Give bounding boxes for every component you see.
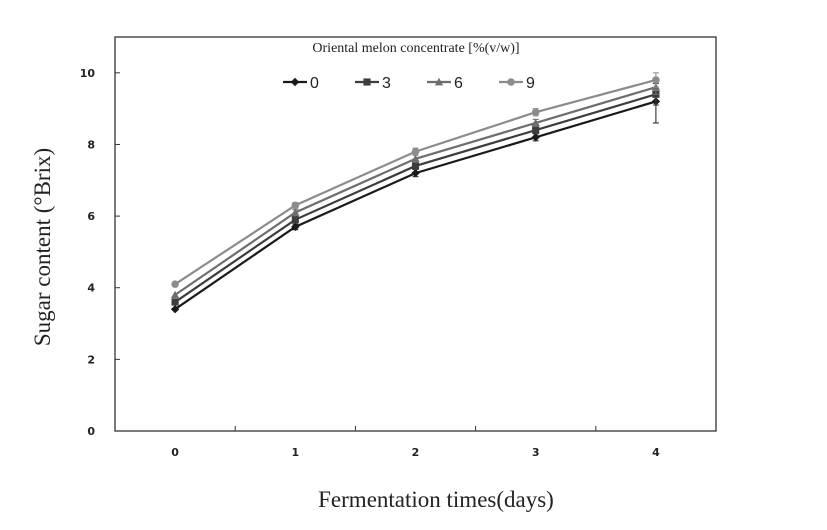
series-6 [170, 79, 661, 299]
data-point [411, 147, 420, 156]
data-point [291, 208, 300, 216]
x-tick-label: 2 [412, 446, 420, 459]
series-3 [171, 83, 660, 306]
x-tick-label: 0 [171, 446, 179, 459]
legend-item-3: 3 [355, 75, 391, 92]
x-tick-label: 3 [532, 446, 540, 459]
x-axis: 0 1 2 3 4 [171, 426, 660, 459]
legend-title: Oriental melon concentrate [%(v/w)] [312, 41, 519, 56]
data-point [531, 133, 540, 142]
data-point [291, 222, 300, 232]
y-tick-label: 6 [87, 210, 95, 223]
data-point [170, 290, 180, 299]
y-axis-title: Sugar content (°Brix) [30, 148, 55, 346]
series-line [174, 86, 657, 296]
legend-items: 0 3 6 9 [283, 75, 535, 92]
data-point [291, 201, 300, 210]
series-line [174, 100, 657, 311]
plot-frame [114, 36, 717, 432]
x-tick-label: 1 [291, 446, 299, 459]
data-point [171, 280, 179, 288]
legend-marker [507, 78, 515, 86]
legend-label: 0 [310, 75, 319, 92]
data-point [531, 108, 540, 116]
data-point [170, 305, 180, 314]
x-tick-label: 4 [652, 446, 660, 459]
y-tick-label: 8 [87, 138, 95, 151]
y-tick-label: 4 [87, 282, 95, 295]
series-layer [170, 72, 661, 314]
legend-marker [434, 77, 444, 86]
x-axis-title: Fermentation times(days) [318, 487, 554, 512]
legend: Oriental melon concentrate [%(v/w)] 0 3 6 9 [283, 41, 535, 92]
data-point [411, 162, 420, 170]
series-line [174, 93, 657, 303]
y-tick-label: 2 [87, 353, 95, 366]
data-point [652, 76, 660, 84]
legend-label: 6 [454, 75, 463, 92]
data-point [411, 168, 420, 178]
data-point [411, 154, 420, 163]
legend-label: 3 [382, 75, 391, 92]
y-axis: 0 2 4 6 8 10 [80, 67, 120, 438]
legend-label: 9 [526, 75, 535, 92]
data-point [171, 298, 179, 306]
data-point [531, 118, 540, 127]
y-tick-label: 0 [87, 425, 95, 438]
y-tick-label: 10 [80, 67, 96, 80]
series-9 [171, 72, 660, 288]
data-point [532, 126, 540, 134]
legend-item-0: 0 [283, 75, 319, 92]
legend-marker [290, 77, 300, 87]
data-point [291, 216, 299, 224]
legend-item-9: 9 [499, 75, 535, 92]
legend-marker [363, 78, 371, 86]
legend-item-6: 6 [427, 75, 463, 92]
